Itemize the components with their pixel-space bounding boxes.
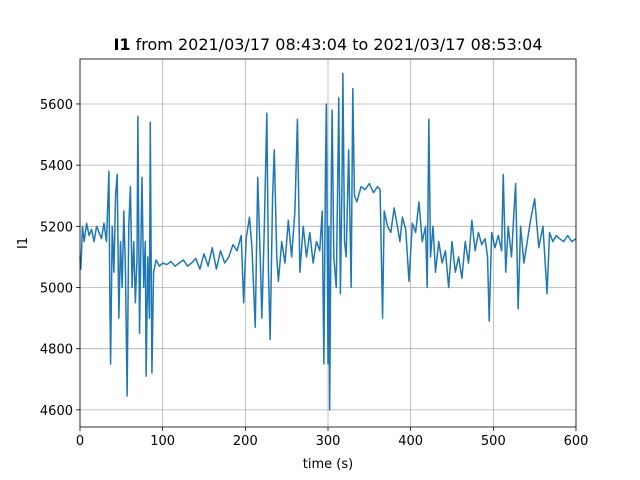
data-line — [79, 72, 577, 411]
y-tick-label: 5000 — [40, 282, 73, 297]
y-tick-label: 5200 — [40, 220, 73, 235]
x-axis-label: time (s) — [303, 457, 353, 472]
chart-title: I1 from 2021/03/17 08:43:04 to 2021/03/1… — [113, 35, 542, 54]
y-tick-label: 5400 — [40, 159, 73, 174]
title-bold: I1 — [113, 35, 130, 54]
y-tick-label: 5600 — [40, 98, 73, 113]
y-tick-label: 4600 — [40, 404, 73, 419]
x-tick-label: 500 — [481, 434, 506, 449]
plot-frame — [79, 58, 577, 428]
x-tick-label: 100 — [150, 434, 175, 449]
x-tick-label: 600 — [564, 434, 589, 449]
x-tick-label: 400 — [398, 434, 423, 449]
x-tick-label: 200 — [233, 434, 258, 449]
x-tick-label: 300 — [316, 434, 341, 449]
x-tick-label: 0 — [76, 434, 84, 449]
y-axis-label: I1 — [16, 237, 31, 249]
title-rest: from 2021/03/17 08:43:04 to 2021/03/17 0… — [136, 35, 543, 54]
y-tick-label: 4800 — [40, 343, 73, 358]
